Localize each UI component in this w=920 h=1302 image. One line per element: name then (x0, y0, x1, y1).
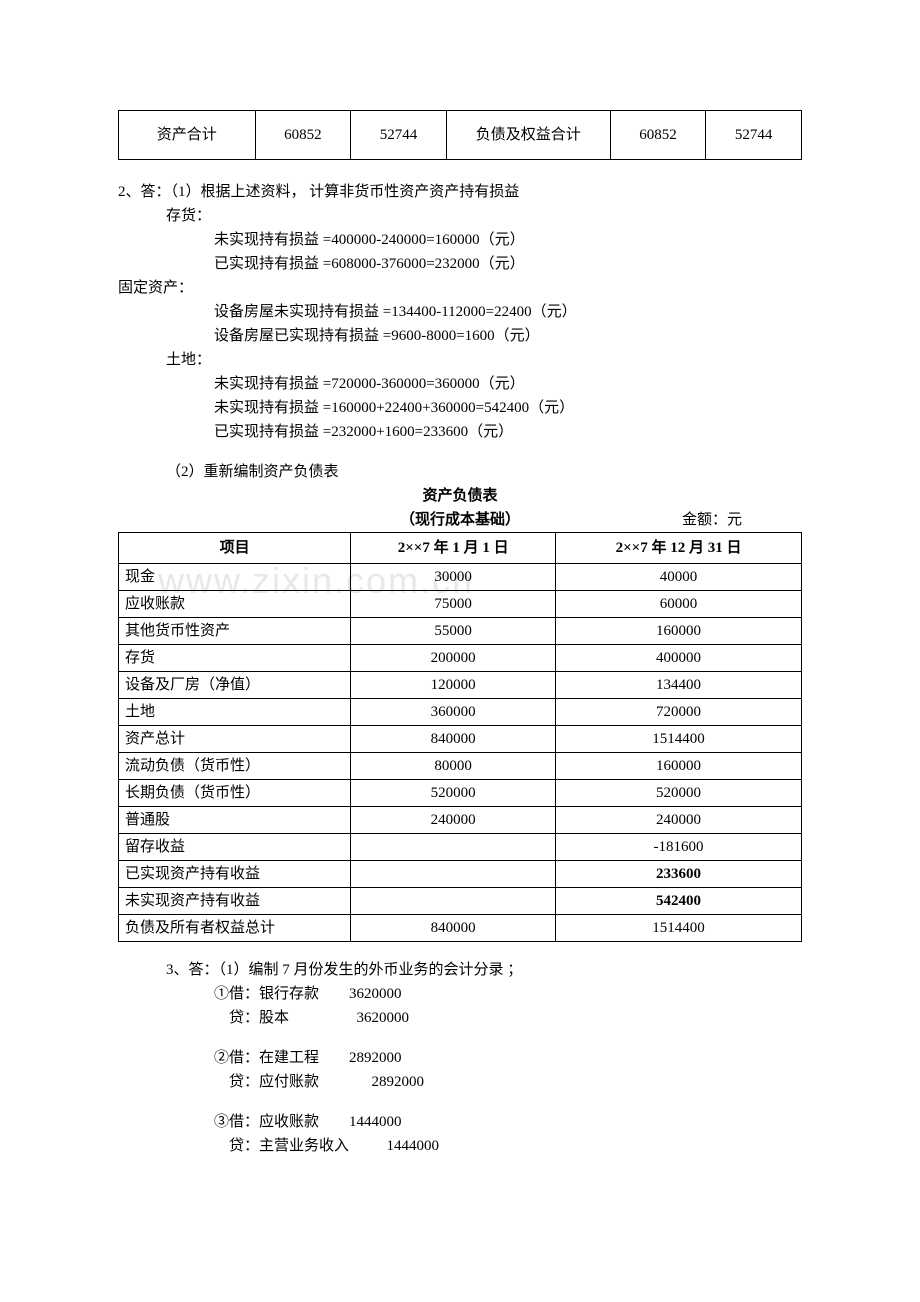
land-line-2: 未实现持有损益 =160000+22400+360000=542400（元） (118, 396, 802, 420)
cell-value-1: 200000 (351, 645, 556, 672)
cell-value-1: 80000 (351, 753, 556, 780)
q2-intro: 2、答：（1）根据上述资料， 计算非货币性资产资产持有损益 (118, 180, 802, 204)
q3-intro: 3、答：（1）编制 7 月份发生的外币业务的会计分录 ； (118, 958, 802, 982)
cell-item: 资产总计 (119, 726, 351, 753)
cell-value-1: 520000 (351, 780, 556, 807)
journal-1-cr: 贷：股本 3620000 (118, 1006, 802, 1030)
col-header-item: 项目 (119, 533, 351, 564)
cell-value-2: 160000 (556, 618, 802, 645)
balance-sheet-subtitle: （现行成本基础） 金额：元 (118, 508, 802, 532)
journal-3-cr: 贷：主营业务收入 1444000 (118, 1134, 802, 1158)
cell-value-2: 400000 (556, 645, 802, 672)
cell-value-2: 134400 (556, 672, 802, 699)
cell-value-2: 1514400 (556, 915, 802, 942)
land-line-1: 未实现持有损益 =720000-360000=360000（元） (118, 372, 802, 396)
inventory-line-2: 已实现持有损益 =608000-376000=232000（元） (118, 252, 802, 276)
cell-value-2: 720000 (556, 699, 802, 726)
cell-item: 流动负债（货币性） (119, 753, 351, 780)
cell-value-1 (351, 834, 556, 861)
cell-asset-total-v1: 60852 (255, 111, 351, 160)
table-row: 应收账款7500060000 (119, 591, 802, 618)
cell-item: 未实现资产持有收益 (119, 888, 351, 915)
fixed-asset-label: 固定资产： (118, 276, 802, 300)
table-header-row: 项目 2××7 年 1 月 1 日 2××7 年 12 月 31 日 (119, 533, 802, 564)
cell-item: 普通股 (119, 807, 351, 834)
cell-value-1 (351, 861, 556, 888)
fixed-asset-line-1: 设备房屋未实现持有损益 =134400-112000=22400（元） (118, 300, 802, 324)
cell-item: 现金 (119, 564, 351, 591)
table-row: 设备及厂房（净值）120000134400 (119, 672, 802, 699)
cell-item: 长期负债（货币性） (119, 780, 351, 807)
cell-value-1: 120000 (351, 672, 556, 699)
journal-2-cr: 贷：应付账款 2892000 (118, 1070, 802, 1094)
land-line-3: 已实现持有损益 =232000+1600=233600（元） (118, 420, 802, 444)
cell-value-2: 60000 (556, 591, 802, 618)
cell-liab-equity-v1: 60852 (610, 111, 706, 160)
table-row: 资产合计 60852 52744 负债及权益合计 60852 52744 (119, 111, 802, 160)
q2-section: 2、答：（1）根据上述资料， 计算非货币性资产资产持有损益 存货： 未实现持有损… (118, 180, 802, 444)
cell-value-2: 240000 (556, 807, 802, 834)
table-row: 普通股240000240000 (119, 807, 802, 834)
cell-value-2: -181600 (556, 834, 802, 861)
journal-1-dr: ①借：银行存款 3620000 (118, 982, 802, 1006)
cell-asset-total-label: 资产合计 (119, 111, 256, 160)
cell-value-2: 520000 (556, 780, 802, 807)
journal-3-dr: ③借：应收账款 1444000 (118, 1110, 802, 1134)
cell-value-1: 840000 (351, 915, 556, 942)
cell-value-2: 233600 (556, 861, 802, 888)
cell-item: 应收账款 (119, 591, 351, 618)
cell-item: 土地 (119, 699, 351, 726)
cell-item: 负债及所有者权益总计 (119, 915, 351, 942)
col-header-date2: 2××7 年 12 月 31 日 (556, 533, 802, 564)
cell-value-2: 1514400 (556, 726, 802, 753)
table-row: 未实现资产持有收益 542400 (119, 888, 802, 915)
table-row: 存货200000400000 (119, 645, 802, 672)
cell-value-2: 40000 (556, 564, 802, 591)
cell-item: 设备及厂房（净值） (119, 672, 351, 699)
cell-item: 其他货币性资产 (119, 618, 351, 645)
balance-sheet-title: 资产负债表 (118, 484, 802, 508)
cell-value-1: 75000 (351, 591, 556, 618)
table-row: 土地360000720000 (119, 699, 802, 726)
q2-part2-label: （2）重新编制资产负债表 (118, 460, 802, 484)
fixed-asset-line-2: 设备房屋已实现持有损益 =9600-8000=1600（元） (118, 324, 802, 348)
table-row: 长期负债（货币性）520000520000 (119, 780, 802, 807)
summary-table: 资产合计 60852 52744 负债及权益合计 60852 52744 (118, 110, 802, 160)
inventory-line-1: 未实现持有损益 =400000-240000=160000（元） (118, 228, 802, 252)
table-row: 现金3000040000 (119, 564, 802, 591)
cell-value-1: 240000 (351, 807, 556, 834)
balance-sheet-table: 项目 2××7 年 1 月 1 日 2××7 年 12 月 31 日 现金300… (118, 532, 802, 942)
cell-liab-equity-v2: 52744 (706, 111, 802, 160)
table-row: 其他货币性资产55000160000 (119, 618, 802, 645)
table-row: 留存收益 -181600 (119, 834, 802, 861)
cell-value-1: 30000 (351, 564, 556, 591)
balance-unit: 金额：元 (682, 508, 742, 532)
balance-basis: （现行成本基础） (400, 512, 520, 528)
table-row: 已实现资产持有收益 233600 (119, 861, 802, 888)
cell-value-1: 55000 (351, 618, 556, 645)
journal-2-dr: ②借：在建工程 2892000 (118, 1046, 802, 1070)
cell-value-1 (351, 888, 556, 915)
table-row: 负债及所有者权益总计8400001514400 (119, 915, 802, 942)
cell-item: 已实现资产持有收益 (119, 861, 351, 888)
cell-value-1: 360000 (351, 699, 556, 726)
col-header-date1: 2××7 年 1 月 1 日 (351, 533, 556, 564)
cell-item: 留存收益 (119, 834, 351, 861)
table-row: 资产总计8400001514400 (119, 726, 802, 753)
inventory-label: 存货： (118, 204, 802, 228)
cell-value-2: 160000 (556, 753, 802, 780)
land-label: 土地： (118, 348, 802, 372)
cell-value-1: 840000 (351, 726, 556, 753)
cell-asset-total-v2: 52744 (351, 111, 447, 160)
cell-item: 存货 (119, 645, 351, 672)
table-row: 流动负债（货币性）80000160000 (119, 753, 802, 780)
cell-liab-equity-label: 负债及权益合计 (446, 111, 610, 160)
cell-value-2: 542400 (556, 888, 802, 915)
